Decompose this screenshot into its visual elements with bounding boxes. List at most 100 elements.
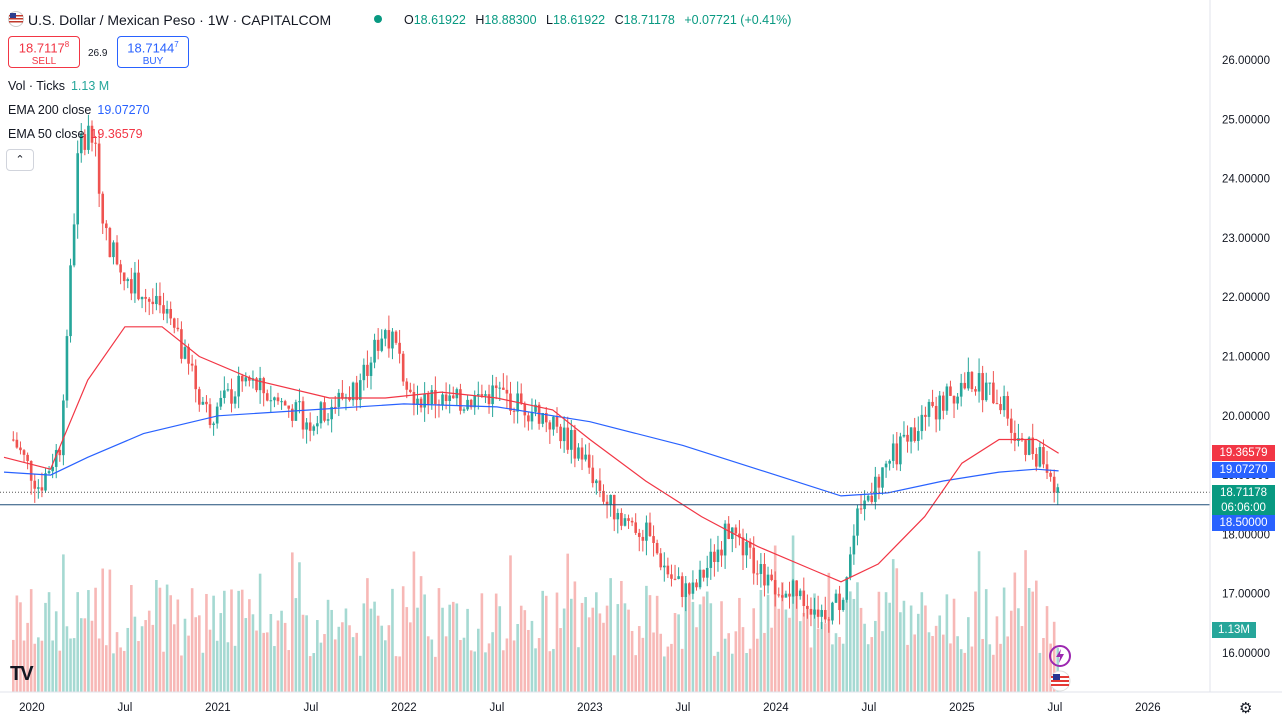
- legend-ema50[interactable]: EMA 50 close 19.36579: [8, 127, 143, 141]
- volume-bar: [781, 582, 784, 692]
- candle-body: [1013, 432, 1017, 441]
- volume-bar: [301, 614, 305, 692]
- volume-bar: [605, 605, 609, 692]
- volume-bar: [416, 607, 419, 692]
- candle-body: [434, 390, 437, 405]
- candle-body: [849, 554, 852, 578]
- volume-bar: [1013, 572, 1017, 692]
- volume-bar: [670, 643, 673, 692]
- legend-volume[interactable]: Vol · Ticks 1.13 M: [8, 79, 109, 93]
- ema50-line: [3, 326, 1059, 583]
- candle-body: [312, 426, 316, 431]
- candle-body: [205, 401, 208, 405]
- volume-bar: [1027, 588, 1031, 692]
- sell-button[interactable]: 18.71178 SELL: [8, 36, 80, 68]
- candle-body: [308, 422, 312, 431]
- candle-body: [809, 608, 813, 615]
- candle-body: [72, 224, 76, 266]
- volume-bar: [916, 613, 920, 692]
- volume-bar: [387, 625, 391, 692]
- volume-bar: [648, 595, 652, 692]
- us-flag-icon[interactable]: [1049, 670, 1071, 692]
- candle-body: [466, 399, 469, 410]
- volume-bar: [358, 655, 362, 692]
- candle-body: [748, 541, 752, 548]
- time-axis[interactable]: 2020 Jul 2021 Jul 2022 Jul 2023 Jul 2024 Jul 2025 J…: [19, 702, 1161, 714]
- candle-body: [90, 125, 94, 143]
- candle-body: [147, 298, 151, 302]
- volume-bar: [509, 555, 512, 692]
- candle-body: [949, 386, 952, 396]
- legend-ema200[interactable]: EMA 200 close 19.07270: [8, 103, 150, 117]
- volume-bar: [602, 622, 605, 692]
- open-value: 18.61922: [413, 13, 466, 27]
- collapse-legend-button[interactable]: ⌃: [6, 149, 34, 171]
- volume-bar: [108, 569, 112, 692]
- volume-bar: [147, 610, 151, 692]
- candle-body: [358, 380, 362, 401]
- candle-body: [1049, 472, 1052, 477]
- candle-body: [795, 580, 798, 597]
- volume-bar: [1006, 636, 1009, 692]
- candle-body: [673, 578, 677, 580]
- volume-bar: [967, 617, 970, 692]
- candle-body: [1056, 487, 1060, 493]
- price-axis[interactable]: 26.00000 25.00000 24.00000 23.00000 22.00000…: [1222, 55, 1270, 660]
- candle-body: [240, 375, 244, 382]
- volume-bar: [698, 604, 702, 692]
- volume-bar: [298, 562, 301, 692]
- candle-body: [190, 363, 194, 366]
- lightning-icon[interactable]: [1049, 645, 1071, 667]
- sell-price: 18.7117: [18, 40, 65, 56]
- candle-body: [194, 365, 198, 390]
- price-tick-label: 21.00000: [1222, 352, 1270, 364]
- volume-bar: [609, 578, 612, 692]
- volume-bar: [330, 609, 333, 692]
- tradingview-logo[interactable]: TV: [10, 663, 34, 685]
- candle-body: [477, 394, 480, 396]
- volume-legend-label: Vol · Ticks: [8, 79, 65, 93]
- buy-label: BUY: [142, 56, 164, 68]
- volume-bar: [65, 626, 69, 692]
- volume-bar: [627, 609, 630, 692]
- candle-body: [394, 331, 398, 343]
- candle-body: [798, 590, 802, 597]
- candle-body: [723, 523, 727, 556]
- volume-bar: [891, 559, 895, 692]
- candle-body: [788, 593, 791, 597]
- candle-body: [337, 392, 341, 407]
- candle-body: [37, 487, 40, 489]
- candle-body: [734, 527, 738, 534]
- time-tick-label: Jul: [1048, 702, 1063, 714]
- time-tick-label: Jul: [490, 702, 505, 714]
- volume-bar: [942, 634, 945, 692]
- candle-body: [423, 393, 426, 408]
- volume-bar: [491, 632, 494, 692]
- candle-body: [895, 443, 899, 465]
- volume-bar: [412, 551, 416, 692]
- candle-body: [995, 403, 999, 405]
- price-tick-label: 26.00000: [1222, 55, 1270, 67]
- volume-bar: [949, 643, 952, 692]
- volume-bar: [126, 627, 130, 692]
- high-value: 18.88300: [484, 13, 537, 27]
- volume-bar: [995, 616, 999, 692]
- symbol-title[interactable]: U.S. Dollar / Mexican Peso · 1W · CAPITA…: [28, 12, 332, 28]
- candle-body: [967, 371, 970, 389]
- volume-bar: [273, 646, 276, 692]
- volume-bar: [809, 647, 813, 692]
- candle-body: [859, 508, 863, 510]
- gear-icon[interactable]: ⚙: [1239, 700, 1253, 717]
- candle-body: [559, 426, 562, 442]
- candle-body: [262, 378, 265, 394]
- volume-bar: [62, 554, 65, 692]
- candle-body: [938, 395, 942, 420]
- candle-body: [387, 330, 391, 349]
- candle-body: [527, 415, 530, 422]
- candle-body: [705, 567, 709, 578]
- volume-bar: [462, 637, 466, 692]
- candle-body: [616, 512, 620, 520]
- volume-bar: [401, 586, 405, 692]
- buy-button[interactable]: 18.71447 BUY: [117, 36, 189, 68]
